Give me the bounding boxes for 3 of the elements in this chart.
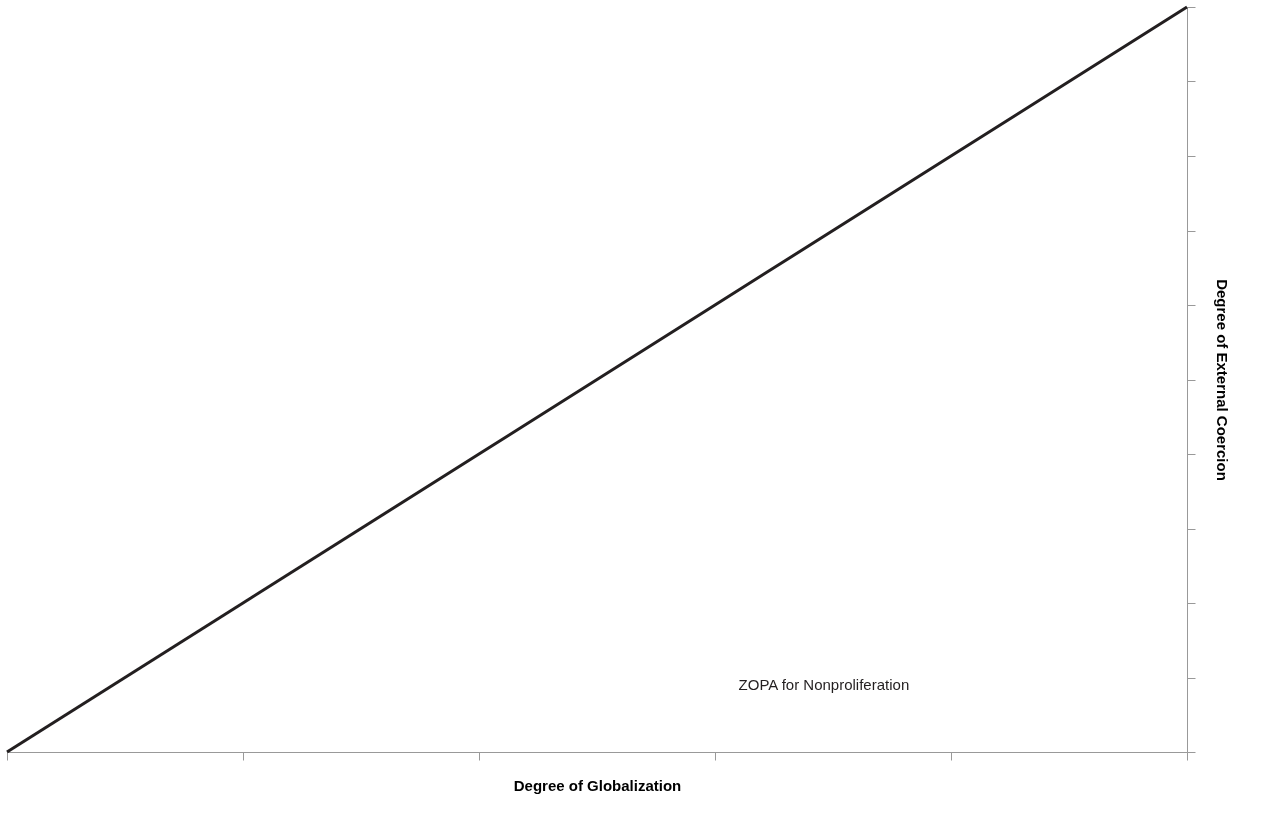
x-axis-title: Degree of Globalization	[513, 777, 682, 794]
y-axis-title: Degree of External Coercion	[1214, 279, 1231, 481]
annotation: ZOPA for Nonproliferation	[738, 675, 910, 693]
